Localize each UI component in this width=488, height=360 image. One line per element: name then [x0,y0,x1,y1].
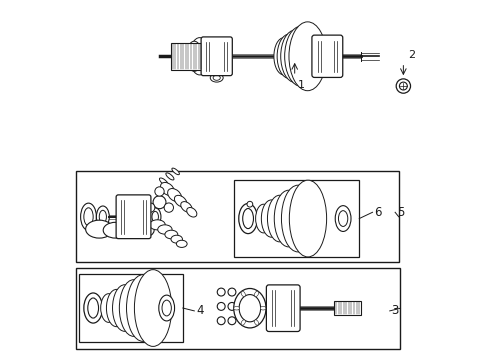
Circle shape [227,288,235,296]
Ellipse shape [159,295,174,321]
Bar [333,301,360,315]
Circle shape [217,302,224,310]
Circle shape [227,317,235,325]
Ellipse shape [101,294,116,322]
Ellipse shape [96,206,109,228]
Ellipse shape [183,44,195,68]
Ellipse shape [254,291,258,297]
Bar [171,42,203,70]
Ellipse shape [181,202,192,212]
Ellipse shape [254,320,258,325]
Ellipse shape [159,178,168,186]
Circle shape [217,317,224,325]
Text: 4: 4 [196,305,203,318]
Ellipse shape [83,208,93,226]
Ellipse shape [172,168,179,175]
Text: 1: 1 [297,80,304,90]
Ellipse shape [164,230,178,239]
Circle shape [246,201,252,207]
Ellipse shape [85,220,113,238]
Ellipse shape [189,38,209,75]
Circle shape [164,203,173,212]
Ellipse shape [119,280,148,336]
Ellipse shape [255,204,271,233]
Text: 2: 2 [407,50,414,60]
Ellipse shape [81,203,96,230]
Ellipse shape [281,185,314,252]
Ellipse shape [134,224,154,237]
Ellipse shape [277,34,301,78]
FancyBboxPatch shape [201,37,232,76]
Text: 6: 6 [373,206,381,219]
Ellipse shape [213,75,220,80]
Ellipse shape [112,285,137,331]
Circle shape [153,196,165,209]
Ellipse shape [233,288,265,328]
Ellipse shape [134,270,171,346]
Ellipse shape [284,26,317,86]
Ellipse shape [338,211,347,226]
Ellipse shape [186,41,202,71]
Ellipse shape [171,235,182,243]
Ellipse shape [149,208,161,226]
Ellipse shape [88,298,99,318]
Ellipse shape [83,293,102,323]
Ellipse shape [162,300,171,316]
Ellipse shape [106,289,126,327]
Bar [76,268,400,348]
Bar [233,180,359,257]
Bar [76,171,398,262]
Ellipse shape [152,211,158,222]
Ellipse shape [233,306,239,310]
Ellipse shape [174,195,186,207]
Ellipse shape [335,206,350,231]
FancyBboxPatch shape [266,285,300,332]
Ellipse shape [261,200,281,237]
Circle shape [399,82,407,90]
Ellipse shape [160,183,174,195]
Text: 3: 3 [391,305,398,318]
Ellipse shape [239,294,260,322]
Text: 5: 5 [396,206,404,219]
Circle shape [227,302,235,310]
Ellipse shape [149,220,165,230]
Ellipse shape [126,275,159,341]
FancyBboxPatch shape [116,195,151,239]
Ellipse shape [99,210,106,223]
Ellipse shape [167,189,181,202]
Ellipse shape [274,190,303,247]
Bar [79,274,183,342]
Ellipse shape [242,208,253,229]
Ellipse shape [238,203,257,234]
Ellipse shape [158,225,172,234]
Ellipse shape [288,22,325,91]
Ellipse shape [267,195,291,242]
Circle shape [155,187,164,196]
Ellipse shape [273,38,293,75]
Ellipse shape [241,320,245,325]
Ellipse shape [241,291,245,297]
Ellipse shape [186,207,197,217]
Ellipse shape [210,73,223,82]
Ellipse shape [260,306,265,310]
Circle shape [145,203,155,212]
Ellipse shape [103,222,127,238]
Ellipse shape [289,180,326,257]
Ellipse shape [176,240,187,247]
Circle shape [217,288,224,296]
Ellipse shape [165,173,174,180]
Circle shape [395,79,410,93]
Ellipse shape [280,30,309,82]
FancyBboxPatch shape [311,35,342,77]
Ellipse shape [120,224,142,238]
